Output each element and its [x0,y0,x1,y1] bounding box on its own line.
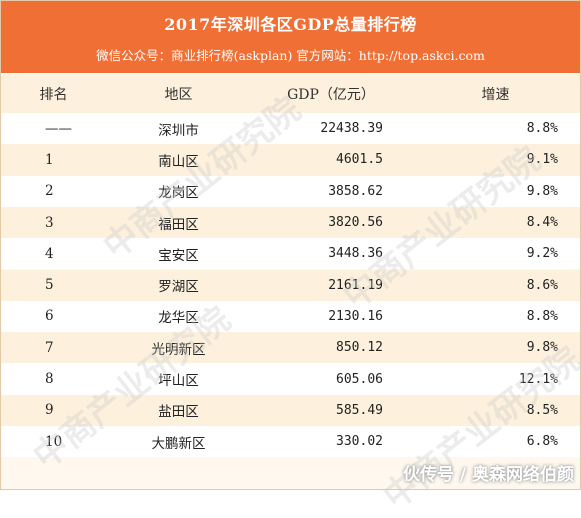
gdp-cell: 2161.19 [328,277,383,293]
growth-cell: 9.8% [526,340,558,356]
gdp-cell: 4601.5 [336,152,383,168]
growth-cell: 12.1% [518,371,558,387]
region-cell: 盐田区 [158,404,199,421]
rank-cell: 5 [45,277,54,294]
header-growth: 增速 [481,87,510,103]
region-cell: 龙华区 [158,310,199,327]
region-cell: 龙岗区 [158,185,199,202]
growth-cell: 8.6% [526,277,558,293]
rank-cell: 2 [45,183,54,200]
header-gdp: GDP（亿元） [287,87,375,103]
gdp-cell: 330.02 [336,434,383,450]
region-cell: 罗湖区 [158,279,199,296]
growth-cell: 9.1% [526,152,558,168]
table-title: 2017年深圳各区GDP总量排行榜 [164,15,417,34]
rank-cell: 7 [45,339,54,356]
table-row: 6 龙华区 2130.16 8.8% [1,300,580,333]
region-cell: 大鹏新区 [151,435,206,452]
gdp-cell: 585.49 [336,402,383,418]
table-row: 8 坪山区 605.06 12.1% [1,363,580,395]
growth-cell: 8.8% [526,308,558,324]
region-cell: 南山区 [158,153,199,170]
table-row: 9 盐田区 585.49 8.5% [1,394,580,426]
footer-watermark: 伙传号 / 奥森网络伯颜 [402,465,574,485]
region-cell: 深圳市 [158,122,199,139]
region-cell: 坪山区 [158,373,199,390]
growth-cell: 9.8% [526,183,558,199]
rank-cell: 4 [45,245,54,262]
growth-cell: 8.8% [526,121,558,137]
rank-cell: —— [45,120,72,137]
growth-cell: 8.5% [526,402,558,418]
table-row: 10 大鹏新区 330.02 6.8% [1,426,580,458]
growth-cell: 9.2% [526,246,558,262]
table-row: 4 宝安区 3448.36 9.2% [1,238,580,270]
region-cell: 福田区 [158,216,199,233]
table-row: —— 深圳市 22438.39 8.8% [1,113,580,145]
gdp-cell: 22438.39 [320,121,383,137]
gdp-cell: 2130.16 [328,308,383,324]
rank-cell: 9 [45,402,54,419]
table-row: 1 南山区 4601.5 9.1% [1,144,580,176]
growth-cell: 8.4% [526,215,558,231]
gdp-cell: 3820.56 [328,215,383,231]
rank-cell: 3 [45,214,54,231]
table-row: 2 龙岗区 3858.62 9.8% [1,175,580,207]
table-row: 5 罗湖区 2161.19 8.6% [1,269,580,301]
gdp-cell: 3858.62 [328,183,383,199]
growth-cell: 6.8% [526,434,558,450]
rank-cell: 10 [45,433,63,450]
header-rank: 排名 [39,87,68,103]
rank-cell: 6 [45,308,54,325]
gdp-cell: 605.06 [336,371,383,387]
table-row: 7 光明新区 850.12 9.8% [1,332,580,364]
table-subtitle: 微信公众号：商业排行榜(askplan) 官方网站：http://top.ask… [96,48,485,63]
region-cell: 光明新区 [151,341,206,358]
header-region: 地区 [164,87,193,103]
title-bar: 2017年深圳各区GDP总量排行榜 微信公众号：商业排行榜(askplan) 官… [1,1,580,73]
table-row: 3 福田区 3820.56 8.4% [1,206,580,239]
gdp-cell: 3448.36 [328,246,383,262]
rank-cell: 1 [45,151,54,168]
gdp-cell: 850.12 [336,340,383,356]
rank-cell: 8 [45,371,54,388]
table-header: 排名 地区 GDP（亿元） 增速 [1,75,580,113]
region-cell: 宝安区 [158,247,199,264]
